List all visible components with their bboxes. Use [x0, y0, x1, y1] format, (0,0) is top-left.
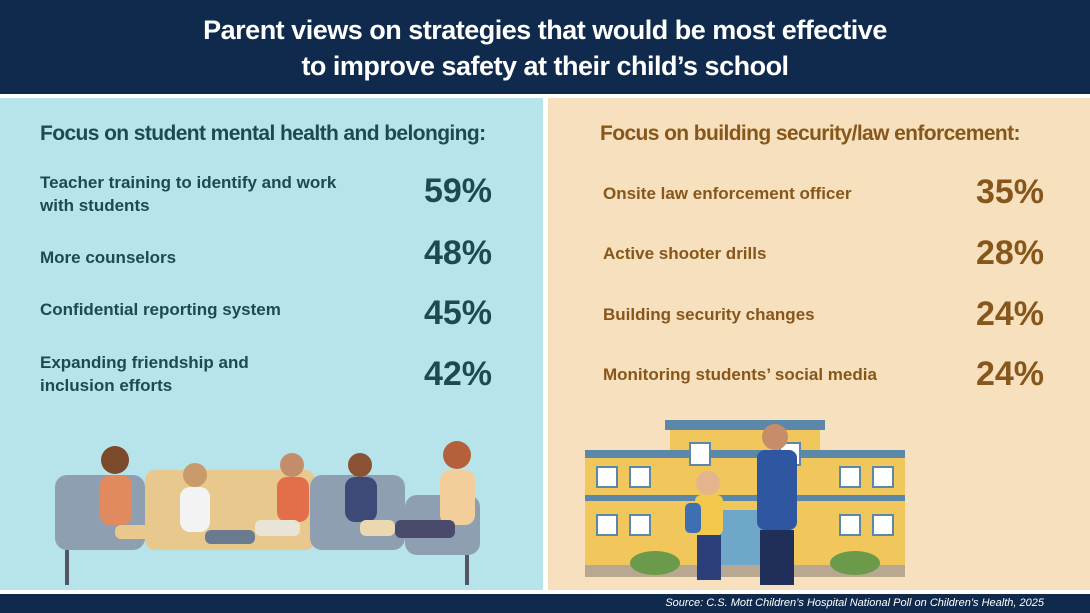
- left-heading: Focus on student mental health and belon…: [40, 122, 486, 145]
- item-label: Expanding friendship and inclusion effor…: [40, 353, 249, 395]
- footer-band: [0, 594, 1090, 613]
- item-value: 45%: [423, 294, 492, 332]
- source-note: Source: C.S. Mott Children’s Hospital Na…: [665, 597, 1044, 609]
- item-value: 24%: [975, 295, 1044, 333]
- item-value: 35%: [975, 173, 1044, 211]
- item-value: 24%: [975, 355, 1044, 393]
- item-label: Teacher training to identify and work wi…: [40, 173, 337, 215]
- header-band: [0, 0, 1090, 94]
- item-label: Onsite law enforcement officer: [603, 184, 852, 203]
- item-label: Monitoring students’ social media: [603, 365, 877, 384]
- title: Parent views on strategies that would be…: [203, 15, 887, 81]
- right-heading: Focus on building security/law enforceme…: [600, 122, 1021, 145]
- item-label: Building security changes: [603, 305, 815, 324]
- item-label: Confidential reporting system: [40, 300, 281, 319]
- item-value: 28%: [975, 234, 1044, 272]
- item-value: 59%: [423, 172, 492, 210]
- group-illustration: [55, 441, 480, 585]
- item-label: More counselors: [40, 248, 177, 267]
- item-label: Active shooter drills: [603, 244, 767, 263]
- school-illustration: [585, 420, 905, 585]
- item-value: 48%: [423, 234, 492, 272]
- item-value: 42%: [423, 355, 492, 393]
